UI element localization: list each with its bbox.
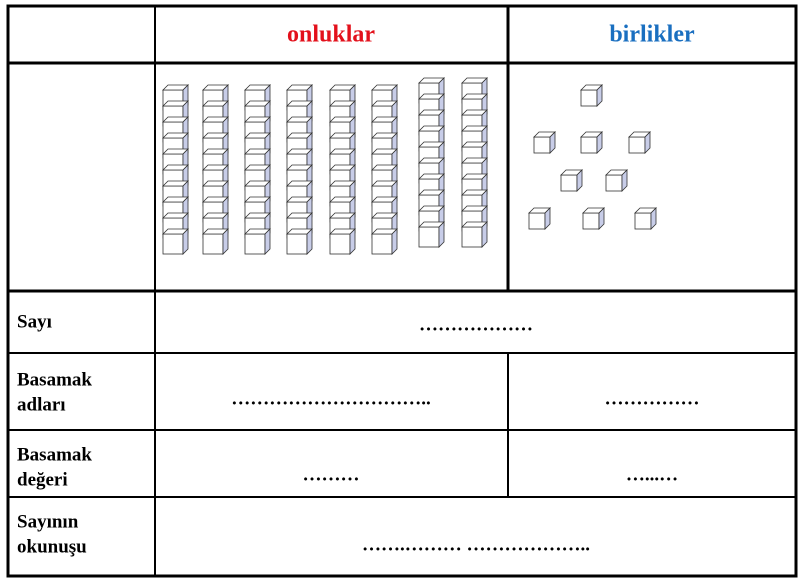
blank: …...… <box>626 464 678 485</box>
ten-rod <box>461 77 488 248</box>
cube-front <box>560 174 578 192</box>
base-ten-blocks <box>162 77 657 255</box>
cube-front <box>371 233 393 255</box>
cube-side <box>598 207 605 230</box>
row-label: Sayının <box>17 511 79 532</box>
cube-side <box>650 207 657 230</box>
cube-front <box>533 136 551 154</box>
tens-header: onluklar <box>287 22 375 48</box>
cube-side <box>182 228 189 255</box>
cube-side <box>349 228 356 255</box>
row-label: Sayı <box>17 311 52 332</box>
blank: ……… <box>303 464 360 485</box>
cube-side <box>306 228 313 255</box>
unit-cube <box>634 207 657 230</box>
cube-front <box>461 226 483 248</box>
cube-side <box>438 221 445 248</box>
cube-side <box>222 228 229 255</box>
cube-side <box>644 131 651 154</box>
cube-front <box>528 212 546 230</box>
row-label: Basamak <box>17 369 92 390</box>
unit-cube <box>580 84 603 107</box>
ten-rod <box>329 84 356 255</box>
cube-front <box>582 212 600 230</box>
table-grid <box>6 4 798 578</box>
cube-front <box>244 233 266 255</box>
cube-front <box>580 89 598 107</box>
cube-side <box>621 169 628 192</box>
blank: …….……… ……………….. <box>362 534 590 555</box>
unit-cube <box>582 207 605 230</box>
ten-rod <box>286 84 313 255</box>
blank: ……………… <box>419 314 533 335</box>
cube-front <box>162 233 184 255</box>
ten-rod <box>162 84 189 255</box>
unit-cube <box>533 131 556 154</box>
blank: …………… <box>605 388 700 409</box>
cube-side <box>544 207 551 230</box>
cube-front <box>628 136 646 154</box>
cube-side <box>576 169 583 192</box>
cube-front <box>634 212 652 230</box>
cube-side <box>596 131 603 154</box>
cube-front <box>605 174 623 192</box>
cube-front <box>418 226 440 248</box>
cube-front <box>580 136 598 154</box>
unit-cube <box>628 131 651 154</box>
unit-cube <box>580 131 603 154</box>
row-label: adları <box>17 394 66 415</box>
cube-side <box>391 228 398 255</box>
unit-cube <box>560 169 583 192</box>
row-label: değeri <box>17 469 68 490</box>
blank: ………………………….. <box>231 388 431 409</box>
cube-side <box>481 221 488 248</box>
ten-rod <box>418 77 445 248</box>
unit-cube <box>528 207 551 230</box>
cube-side <box>596 84 603 107</box>
unit-cube <box>605 169 628 192</box>
row-label: okunuşu <box>17 536 87 557</box>
cube-front <box>286 233 308 255</box>
ten-rod <box>244 84 271 255</box>
ones-header: birlikler <box>609 22 695 48</box>
cube-front <box>329 233 351 255</box>
cube-front <box>202 233 224 255</box>
row-label: Basamak <box>17 444 92 465</box>
ten-rod <box>202 84 229 255</box>
cube-side <box>549 131 556 154</box>
cube-side <box>264 228 271 255</box>
ten-rod <box>371 84 398 255</box>
